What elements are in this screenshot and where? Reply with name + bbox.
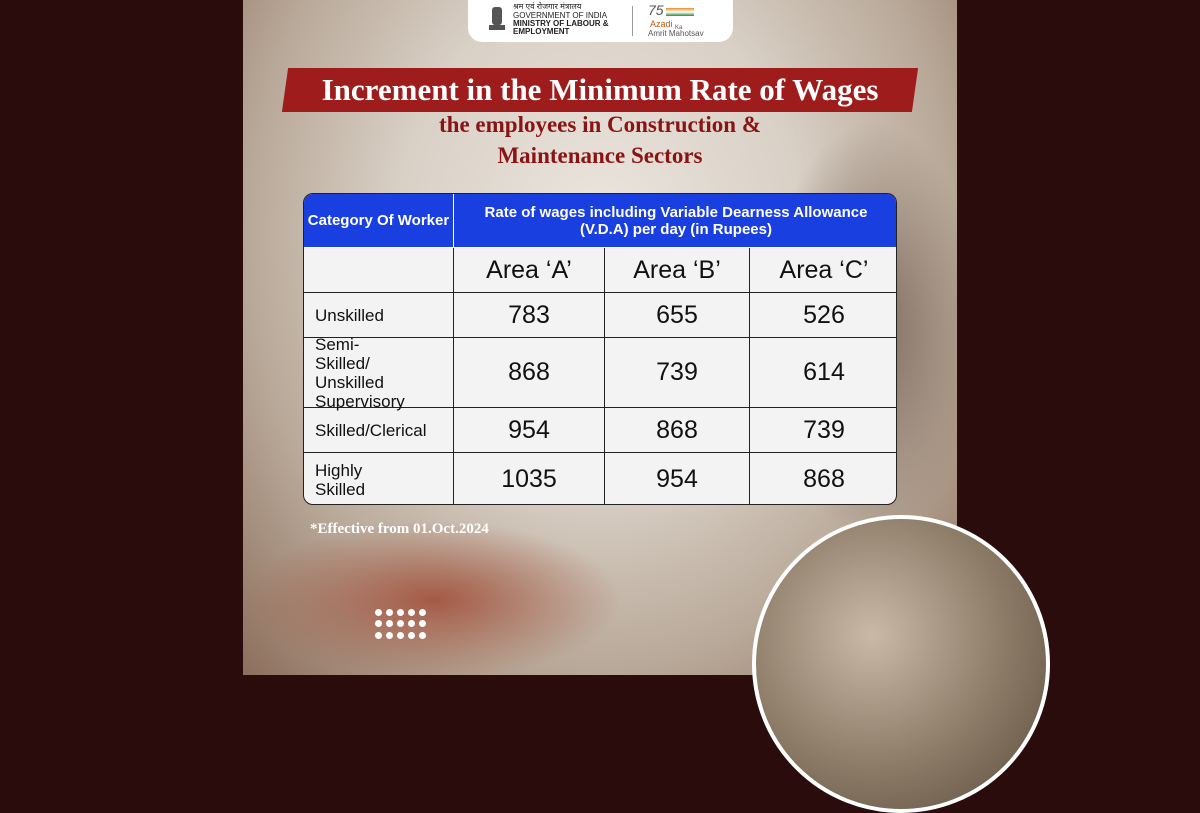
wage-cell: 868: [803, 465, 845, 493]
area-header: Area ‘A’: [454, 248, 605, 293]
wage-cell: 783: [454, 293, 605, 338]
rate-header-line: Rate of wages including Variable Dearnes…: [484, 203, 868, 221]
logo-line: EMPLOYMENT: [513, 27, 570, 36]
logo-line: GOVERNMENT OF INDIA: [513, 11, 608, 20]
wage-cell: 954: [605, 453, 750, 504]
wage-cell: 868: [454, 338, 605, 408]
wage-table: Category Of Worker Rate of wages includin…: [303, 193, 897, 505]
badge-flag: [666, 8, 694, 16]
dot: [419, 620, 426, 628]
logo-hindi: श्रम एवं रोजगार मंत्रालय: [513, 2, 582, 11]
dot: [386, 609, 393, 616]
logo-divider: [632, 6, 633, 36]
area-header: Area ‘C’: [750, 248, 896, 293]
dot: [408, 631, 415, 639]
wage-cell: 739: [605, 338, 750, 408]
category-cell: Highly Skilled: [304, 453, 454, 504]
page: Minimum Wages {"header": {"hindi": "श्रम…: [243, 0, 1050, 813]
dot: [397, 620, 404, 628]
rate-header-line: (V.D.A) per day (in Rupees): [580, 220, 772, 238]
dot: [397, 631, 404, 639]
dot: [419, 631, 426, 639]
category-cell: Skilled/Clerical: [304, 408, 454, 453]
wage-cell: 868: [605, 408, 750, 453]
empty-cell: [304, 248, 454, 293]
subtitle: Maintenance Sectors: [497, 143, 703, 168]
dot: [375, 620, 382, 628]
dot: [408, 609, 415, 616]
dot: [408, 620, 415, 628]
badge-text: Ka: [675, 25, 683, 31]
wage-cell: 526: [750, 293, 896, 338]
wage-cell: 954: [454, 408, 605, 453]
workers-photo: [752, 515, 1050, 813]
dots-icon: [375, 609, 427, 639]
dot: [397, 609, 404, 616]
wage-cell: 739: [750, 408, 896, 453]
category-cell: Semi-Skilled/ Unskilled Supervisory: [304, 335, 454, 411]
dot: [386, 620, 393, 628]
footnote: *Effective from 01.Oct.2024: [310, 521, 489, 537]
wage-cell: 614: [750, 338, 896, 408]
title: Increment in the Minimum Rate of Wages: [321, 72, 879, 107]
area-header: Area ‘B’: [605, 248, 750, 293]
logo-line: MINISTRY OF LABOUR &: [513, 19, 609, 28]
ministry-logo: श्रम एवं रोजगार मंत्रालय GOVERNMENT OF I…: [468, 0, 733, 42]
page-body: श्रम एवं रोजगार मंत्रालय GOVERNMENT OF I…: [243, 0, 1050, 813]
subtitle: the employees in Construction &: [439, 112, 761, 137]
background-blur: [243, 520, 623, 675]
wage-cell: 1035: [454, 453, 605, 504]
badge-text: Azadi: [650, 19, 673, 29]
category-cell: Unskilled: [304, 293, 454, 338]
wage-cell: 655: [605, 293, 750, 338]
dot: [375, 631, 382, 639]
emblem: [489, 7, 505, 30]
badge-number: 75: [648, 2, 664, 18]
rate-header: Rate of wages including Variable Dearnes…: [454, 194, 896, 248]
dot: [419, 609, 426, 616]
category-header: Category Of Worker: [304, 194, 454, 248]
badge-text: Amrit Mahotsav: [648, 29, 704, 38]
dot: [375, 609, 382, 616]
dot: [386, 631, 393, 639]
